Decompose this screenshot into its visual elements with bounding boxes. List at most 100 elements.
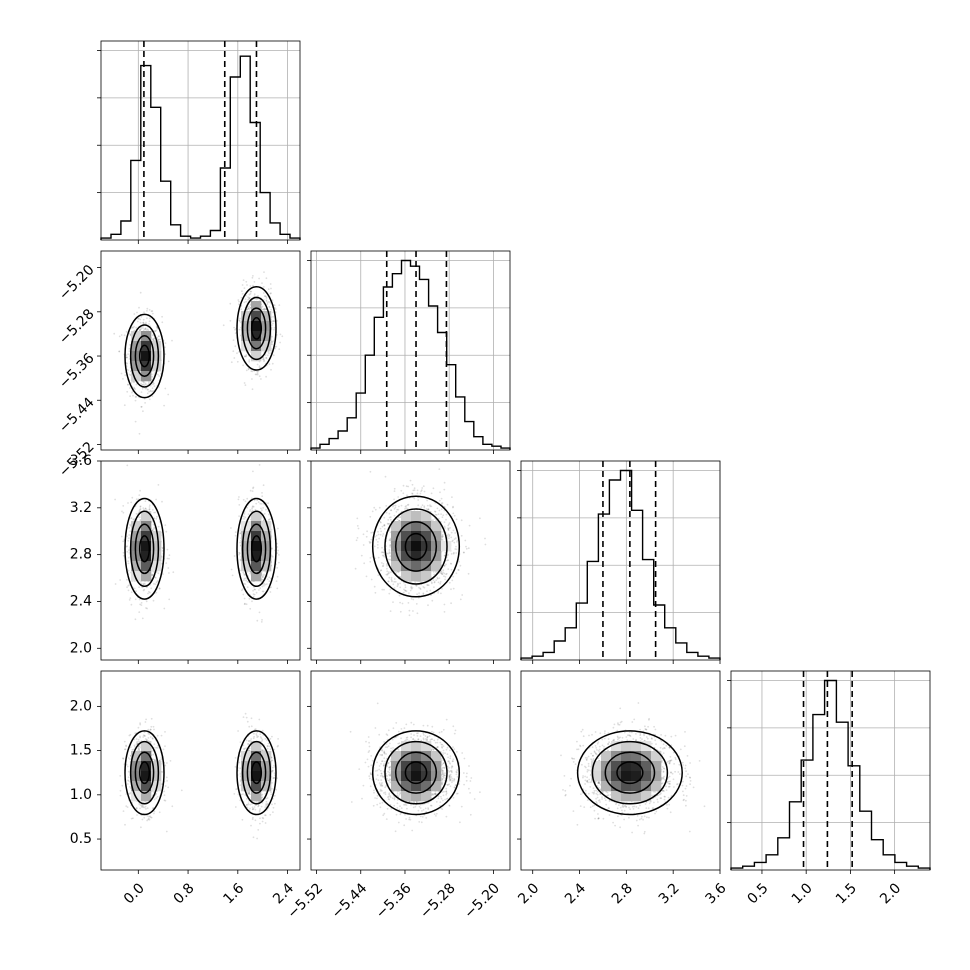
contour-line	[246, 523, 267, 575]
scatter-point	[276, 745, 279, 748]
scatter-point	[267, 288, 270, 291]
scatter-point	[134, 598, 137, 601]
scatter-point	[261, 816, 264, 819]
scatter-point	[241, 290, 243, 293]
density-cell	[261, 341, 272, 352]
scatter-point	[241, 818, 244, 821]
scatter-point	[118, 335, 121, 338]
scatter-point	[261, 495, 264, 498]
scatter-point	[119, 775, 122, 777]
scatter-point	[251, 370, 254, 373]
scatter-point	[153, 385, 156, 387]
scatter-point	[276, 320, 278, 322]
scatter-point	[167, 393, 170, 396]
scatter-point	[126, 356, 129, 359]
scatter-point	[127, 780, 130, 782]
scatter-point	[145, 387, 148, 389]
scatter-point	[270, 547, 273, 550]
scatter-point	[166, 780, 169, 782]
scatter-point	[132, 748, 135, 751]
scatter-point	[429, 504, 431, 506]
scatter-point	[142, 321, 145, 324]
scatter-point	[271, 341, 274, 344]
scatter-point	[151, 375, 154, 378]
density-cell	[151, 361, 162, 372]
contour-line	[241, 740, 272, 805]
scatter-point	[133, 325, 135, 328]
scatter-point	[125, 793, 128, 795]
scatter-point	[271, 803, 273, 806]
scatter-point	[273, 764, 275, 767]
scatter-point	[260, 621, 263, 623]
scatter-point	[164, 745, 166, 748]
scatter-point	[139, 736, 142, 739]
scatter-point	[148, 320, 151, 323]
scatter-point	[267, 502, 269, 505]
scatter-point	[126, 545, 128, 548]
scatter-point	[250, 824, 252, 827]
scatter-point	[266, 739, 268, 742]
scatter-point	[246, 806, 249, 809]
scatter-point	[245, 804, 248, 806]
scatter-point	[163, 799, 166, 802]
scatter-point	[126, 464, 129, 467]
contour-line	[134, 751, 155, 794]
scatter-point	[138, 586, 141, 589]
scatter-point	[250, 497, 253, 500]
scatter-point	[122, 378, 124, 380]
contour-line	[138, 344, 151, 368]
scatter-point	[241, 589, 243, 592]
scatter-point	[151, 378, 153, 381]
scatter-point	[276, 575, 279, 578]
scatter-point	[244, 583, 247, 585]
scatter-point	[423, 505, 426, 508]
scatter-point	[146, 307, 149, 310]
histogram-panel-4	[727, 670, 931, 874]
scatter-point	[159, 338, 161, 341]
scatter-point	[135, 326, 138, 329]
scatter-point	[130, 603, 133, 606]
scatter-point	[138, 509, 141, 512]
scatter-point	[257, 501, 260, 503]
scatter-point	[362, 544, 365, 546]
scatter-point	[133, 587, 136, 590]
scatter-point	[229, 319, 232, 322]
scatter-point	[261, 509, 263, 512]
scatter-point	[139, 508, 141, 511]
scatter-point	[148, 323, 150, 325]
scatter-point	[153, 812, 155, 815]
scatter-point	[139, 505, 142, 508]
scatter-point	[239, 532, 242, 534]
scatter-point	[141, 806, 143, 808]
scatter-point	[154, 511, 157, 514]
scatter-point	[153, 583, 155, 585]
scatter-point	[144, 721, 147, 723]
scatter-point	[128, 734, 131, 737]
scatter-point	[140, 604, 143, 606]
scatter-point	[168, 554, 171, 557]
scatter-point	[262, 358, 264, 361]
scatter-point	[244, 516, 247, 519]
scatter-point	[243, 573, 245, 575]
scatter-point	[251, 506, 254, 509]
scatter-point	[128, 527, 131, 529]
scatter-point	[230, 568, 233, 571]
scatter-point	[252, 807, 255, 810]
scatter-point	[138, 748, 141, 751]
scatter-point	[146, 310, 148, 312]
scatter-point	[147, 592, 149, 595]
scatter-point	[151, 529, 154, 532]
scatter-point	[245, 603, 248, 606]
scatter-point	[252, 470, 254, 473]
scatter-point	[134, 388, 137, 390]
scatter-point	[126, 578, 128, 581]
scatter-point	[239, 558, 242, 561]
density-cell	[261, 751, 272, 762]
scatter-point	[164, 764, 167, 767]
scatter-point	[252, 486, 255, 489]
scatter-point	[243, 287, 246, 289]
scatter-point	[249, 285, 252, 287]
scatter-point	[261, 575, 264, 578]
scatter-point	[268, 576, 271, 579]
scatter-point	[261, 729, 264, 732]
